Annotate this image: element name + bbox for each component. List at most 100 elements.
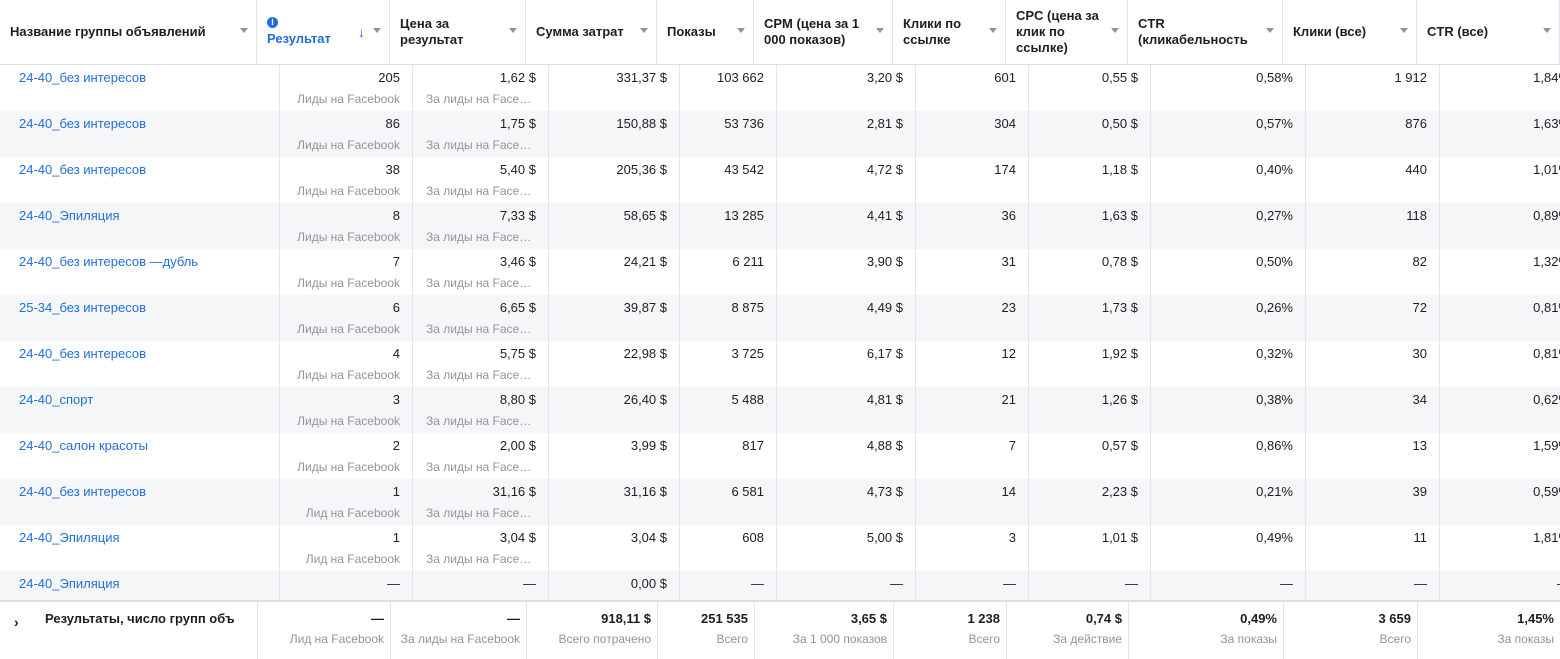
table-row: 24-40_Эпиляция 8 Лиды на Facebook 7,33 $ За … (0, 203, 1560, 249)
footer-value: 918,11 $ (601, 611, 651, 626)
footer-note: Всего (968, 632, 1000, 646)
cell-note: Лиды на Facebook (297, 414, 400, 428)
column-header[interactable]: Сумма затрат (526, 0, 657, 65)
ad-group-link[interactable]: 24-40_Эпиляция (19, 208, 120, 223)
ad-group-link[interactable]: 24-40_спорт (19, 392, 94, 407)
table-cell: — (1128, 571, 1306, 600)
column-header-text: CPC (цена за клик по ссылке) (1016, 8, 1099, 55)
cell-value: 14 (1001, 484, 1016, 499)
ad-group-link[interactable]: 24-40_салон красоты (19, 438, 148, 453)
cell-value: 118 (1406, 208, 1427, 223)
cell-value: 4,49 $ (866, 300, 903, 315)
column-header[interactable]: CTR (кликабельность (1128, 0, 1283, 65)
cell-value: — (751, 576, 764, 591)
table-cell: 0,86% (1128, 433, 1306, 479)
cell-value: 39,87 $ (623, 300, 667, 315)
column-header[interactable]: i Результат ↓ (257, 0, 390, 65)
table-cell: 0,81% (1417, 295, 1560, 341)
column-menu[interactable] (876, 28, 884, 33)
cell-value: 1,32% (1533, 254, 1560, 269)
column-menu[interactable] (1111, 28, 1119, 33)
cell-value: 21 (1001, 392, 1016, 407)
cell-value: 608 (742, 530, 764, 545)
table-cell: 0,89% (1417, 203, 1560, 249)
ad-group-link[interactable]: 24-40_без интересов (19, 346, 147, 361)
cell-note: За лиды на Facebook (426, 276, 536, 290)
column-menu[interactable] (373, 28, 381, 33)
column-menu[interactable] (1543, 28, 1551, 33)
column-menu[interactable] (1400, 28, 1408, 33)
column-header[interactable]: CTR (все) (1417, 0, 1560, 65)
info-icon[interactable]: i (267, 17, 278, 28)
column-header-text: Показы (667, 24, 716, 39)
table-cell: 23 (893, 295, 1029, 341)
column-menu[interactable] (1266, 28, 1274, 33)
cell-value: 12 (1001, 346, 1016, 361)
table-cell: 24-40_без интересов (0, 157, 280, 203)
sort-arrow[interactable]: ↓ (358, 24, 365, 40)
column-menu[interactable] (989, 28, 997, 33)
column-header-text: Клики по ссылке (903, 16, 962, 47)
cell-note: Лиды на Facebook (297, 184, 400, 198)
ad-group-link[interactable]: 24-40_Эпиляция (19, 576, 120, 591)
cell-value: — (890, 576, 903, 591)
table-cell: 0,40% (1128, 157, 1306, 203)
cell-value: 817 (742, 438, 764, 453)
cell-note: За лиды на Facebook (426, 506, 536, 520)
column-header-text: CPM (цена за 1 000 показов) (764, 16, 860, 47)
table-cell: 2,00 $ За лиды на Facebook (390, 433, 549, 479)
column-header[interactable]: CPM (цена за 1 000 показов) (754, 0, 893, 65)
table-cell: 1,32% (1417, 249, 1560, 295)
table-cell: 1 912 (1283, 65, 1440, 111)
table-cell: 1,92 $ (1006, 341, 1151, 387)
ad-group-link[interactable]: 24-40_без интересов (19, 162, 147, 177)
column-header[interactable]: Клики по ссылке (893, 0, 1006, 65)
cell-value: 72 (1412, 300, 1427, 315)
table-row: 24-40_без интересов 38 Лиды на Facebook 5,4… (0, 157, 1560, 203)
cell-value: 4,41 $ (866, 208, 903, 223)
table-cell: 31,16 $ За лиды на Facebook (390, 479, 549, 525)
column-header[interactable]: Клики (все) (1283, 0, 1417, 65)
ad-group-link[interactable]: 24-40_без интересов (19, 70, 147, 85)
ad-group-link[interactable]: 24-40_без интересов (19, 484, 147, 499)
cell-value: 30 (1412, 346, 1427, 361)
cell-value: 0,55 $ (1101, 70, 1138, 85)
cell-value: 1 912 (1394, 70, 1427, 85)
cell-note: Лиды на Facebook (297, 138, 400, 152)
table-cell: 11 (1283, 525, 1440, 571)
column-header[interactable]: Показы (657, 0, 754, 65)
table-row: 24-40_без интересов —дубль 7 Лиды на Faceb… (0, 249, 1560, 295)
ad-group-link[interactable]: 24-40_Эпиляция (19, 530, 120, 545)
ad-group-link[interactable]: 25-34_без интересов (19, 300, 147, 315)
column-header[interactable]: Цена за результат (390, 0, 526, 65)
column-menu[interactable] (737, 28, 745, 33)
cell-value: 0,27% (1256, 208, 1293, 223)
column-header[interactable]: Название группы объявлений (0, 0, 257, 65)
cell-value: 0,86% (1256, 438, 1293, 453)
ad-group-link[interactable]: 24-40_без интересов (19, 116, 147, 131)
table-cell: 4,88 $ (754, 433, 916, 479)
table-cell: 2,23 $ (1006, 479, 1151, 525)
ad-group-link[interactable]: 24-40_без интересов —дубль (19, 254, 199, 269)
cell-value: 3,99 $ (630, 438, 667, 453)
table-cell: 0,62% (1417, 387, 1560, 433)
cell-note: Лиды на Facebook (297, 92, 400, 106)
column-menu[interactable] (509, 28, 517, 33)
column-menu[interactable] (240, 28, 248, 33)
table-cell: 24-40_без интересов (0, 111, 280, 157)
footer-value: 251 535 (701, 611, 748, 626)
cell-value: — (1003, 576, 1016, 591)
column-header-text: Цена за результат (400, 16, 464, 47)
table-cell: 6 Лиды на Facebook (257, 295, 413, 341)
cell-value: 7,33 $ (499, 208, 536, 223)
column-header[interactable]: CPC (цена за клик по ссылке) (1006, 0, 1128, 65)
cell-value: 53 736 (724, 116, 764, 131)
footer-note: Всего потрачено (558, 632, 651, 646)
expand-chevron[interactable]: › (14, 614, 19, 630)
table-cell: 331,37 $ (526, 65, 680, 111)
table-cell: 5,40 $ За лиды на Facebook (390, 157, 549, 203)
column-menu[interactable] (640, 28, 648, 33)
table-row: 24-40_без интересов 86 Лиды на Facebook 1,7… (0, 111, 1560, 157)
footer-label: Результаты, число групп объ (45, 611, 235, 626)
footer-cell: 1,45% За показы (1417, 602, 1560, 659)
